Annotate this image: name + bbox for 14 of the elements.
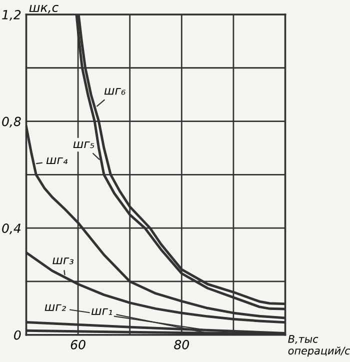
x-axis-title: В,тыс операций/с [288,335,350,357]
y-tick-label: 0,8 [2,116,21,128]
y-tick-label: 0,4 [2,224,20,234]
y-tick-label: 1,2 [2,10,21,21]
series-label: шг₂ [44,304,66,311]
y-tick-label: 0 [14,330,21,340]
x-tick-label: 80 [174,340,189,350]
x-tick-label: 60 [70,340,86,350]
y-axis-title: шк,с [29,4,59,14]
series-label: шг₅ [73,142,94,148]
series-label: шг₁ [91,308,112,315]
legend-label: шг₄ [46,158,68,164]
series-label: шг₆ [104,88,126,95]
series-label: шг₃ [52,258,74,264]
